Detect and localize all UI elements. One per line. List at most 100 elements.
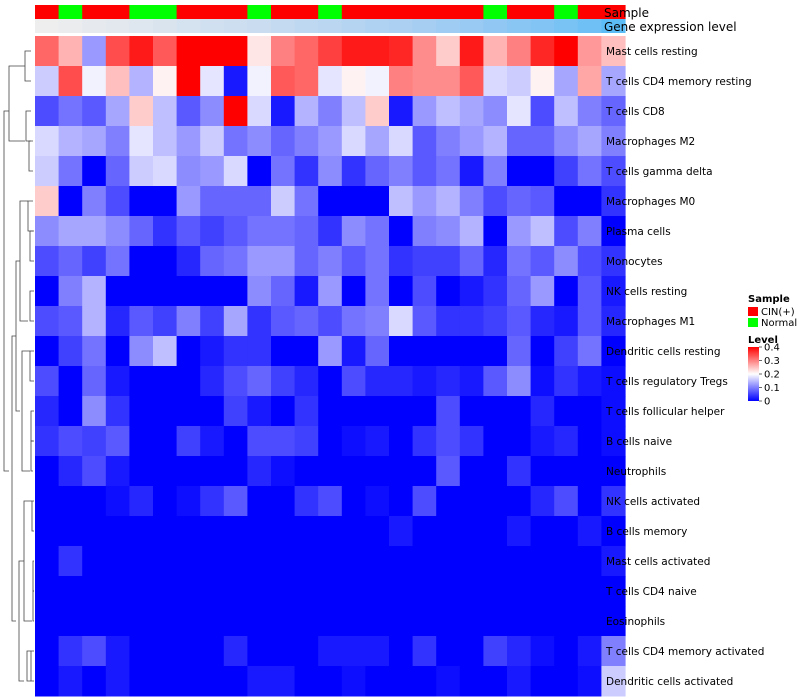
heatmap-cell — [341, 336, 366, 367]
heatmap-cell — [365, 576, 390, 607]
heatmap-cell — [105, 246, 130, 277]
expression-annotation-cell — [530, 19, 555, 33]
heatmap-cell — [577, 456, 602, 487]
heatmap-cell — [153, 66, 178, 97]
sample-annotation-cell — [554, 5, 579, 19]
heatmap-cell — [35, 276, 60, 307]
heatmap-cell — [577, 36, 602, 67]
heatmap-cell — [318, 576, 343, 607]
heatmap-cell — [129, 336, 154, 367]
heatmap-cell — [601, 366, 626, 397]
heatmap-cell — [577, 666, 602, 697]
row-label: Monocytes — [606, 256, 663, 268]
heatmap-cell — [105, 516, 130, 547]
heatmap-cell — [530, 126, 555, 157]
heatmap-cell — [530, 276, 555, 307]
heatmap-cell — [200, 456, 225, 487]
heatmap-cell — [82, 486, 107, 517]
expression-annotation-cell — [554, 19, 579, 33]
heatmap-cell — [58, 636, 83, 667]
dendrogram-branch — [19, 200, 28, 322]
heatmap-cell — [507, 306, 532, 337]
heatmap-cell — [105, 276, 130, 307]
heatmap-cell — [200, 336, 225, 367]
heatmap-cell — [129, 636, 154, 667]
heatmap-cell — [601, 636, 626, 667]
heatmap-cell — [459, 306, 484, 337]
sample-annotation-cell — [389, 5, 414, 19]
heatmap-cell — [459, 396, 484, 427]
annotation-label-sample: Sample — [604, 6, 649, 20]
heatmap-cell — [530, 606, 555, 637]
heatmap-cell — [483, 516, 508, 547]
legend-label-cin: CIN(+) — [761, 307, 795, 318]
heatmap-cell — [483, 276, 508, 307]
heatmap-cell — [530, 336, 555, 367]
heatmap-cell — [436, 306, 461, 337]
heatmap-cell — [412, 276, 437, 307]
dendrogram-branch — [29, 290, 34, 322]
heatmap-cell — [341, 246, 366, 277]
heatmap-cell — [601, 306, 626, 337]
heatmap-cell — [105, 126, 130, 157]
heatmap-cell — [271, 576, 296, 607]
heatmap-cell — [176, 636, 201, 667]
heatmap-cell — [601, 426, 626, 457]
heatmap-cell — [247, 636, 272, 667]
heatmap-cell — [200, 96, 225, 127]
heatmap-cell — [483, 216, 508, 247]
heatmap-cell — [200, 216, 225, 247]
heatmap-cell — [341, 36, 366, 67]
sample-annotation-cell — [577, 5, 602, 19]
heatmap-cell — [82, 36, 107, 67]
heatmap-cell — [436, 366, 461, 397]
heatmap-cell — [82, 546, 107, 577]
heatmap-cell — [82, 276, 107, 307]
heatmap-cell — [341, 516, 366, 547]
sample-annotation-cell — [459, 5, 484, 19]
heatmap-cell — [577, 396, 602, 427]
heatmap-cell — [271, 396, 296, 427]
row-dendrogram — [3, 50, 34, 682]
heatmap-cell — [129, 276, 154, 307]
heatmap-cell — [412, 156, 437, 187]
heatmap-cell — [601, 336, 626, 367]
heatmap-cell — [105, 426, 130, 457]
heatmap-cell — [318, 66, 343, 97]
heatmap-cell — [365, 486, 390, 517]
heatmap-cell — [294, 276, 319, 307]
heatmap-cell — [247, 606, 272, 637]
heatmap-cell — [105, 396, 130, 427]
row-label: Eosinophils — [606, 616, 665, 628]
heatmap-cell — [412, 96, 437, 127]
heatmap-cell — [577, 126, 602, 157]
heatmap-cell — [82, 606, 107, 637]
heatmap-cell — [483, 666, 508, 697]
heatmap-cell — [436, 186, 461, 217]
expression-annotation-cell — [389, 19, 414, 33]
heatmap-cell — [577, 516, 602, 547]
heatmap-cell — [35, 216, 60, 247]
heatmap-cell — [554, 156, 579, 187]
heatmap-cell — [365, 546, 390, 577]
expression-annotation-cell — [483, 19, 508, 33]
heatmap-cell — [35, 456, 60, 487]
heatmap-cell — [507, 486, 532, 517]
expression-annotation-cell — [436, 19, 461, 33]
heatmap-cell — [129, 306, 154, 337]
dendrogram-branch — [26, 650, 31, 682]
expression-annotation-cell — [341, 19, 366, 33]
heatmap-cell — [247, 336, 272, 367]
row-label: T cells CD4 memory activated — [605, 646, 764, 658]
heatmap-cell — [318, 666, 343, 697]
sample-annotation-cell — [530, 5, 555, 19]
heatmap-cell — [459, 456, 484, 487]
heatmap-cell — [554, 606, 579, 637]
heatmap-cell — [577, 186, 602, 217]
legend-tick-label: 0.1 — [764, 383, 780, 394]
heatmap-cell — [294, 246, 319, 277]
heatmap-cell — [223, 126, 248, 157]
heatmap-cell — [35, 246, 60, 277]
heatmap-cell — [105, 456, 130, 487]
heatmap-cell — [129, 546, 154, 577]
